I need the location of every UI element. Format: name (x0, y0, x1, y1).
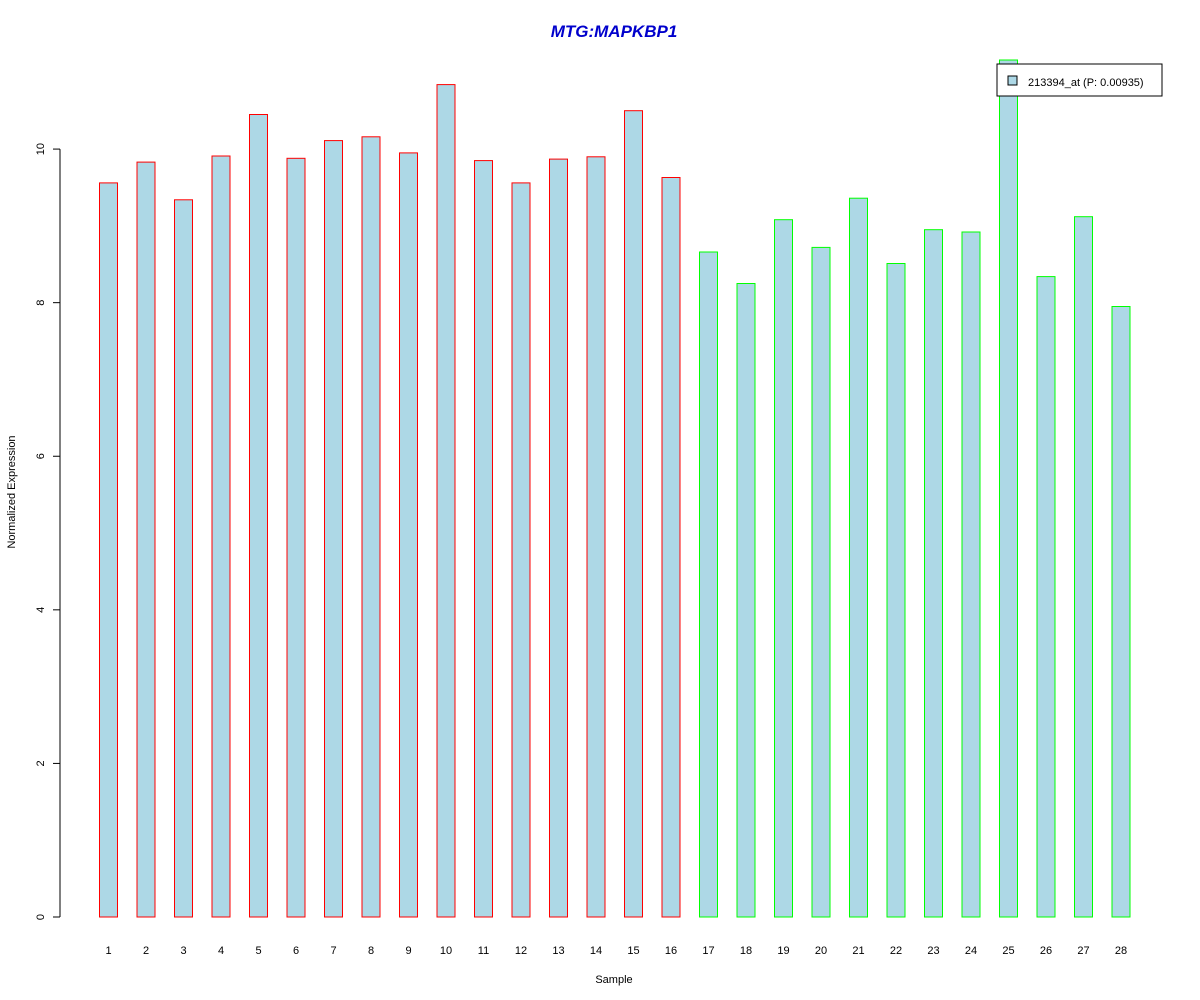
x-tick-label: 6 (293, 945, 299, 957)
y-axis-label: Normalized Expression (6, 435, 18, 548)
bar (999, 59, 1018, 918)
x-tick-label: 25 (1002, 945, 1014, 957)
x-tick-label: 4 (218, 945, 224, 957)
y-tick-label: 0 (35, 914, 47, 920)
x-tick-label: 22 (890, 945, 902, 957)
bar (361, 136, 381, 918)
x-tick-label: 21 (852, 945, 864, 957)
x-tick-label: 17 (702, 945, 714, 957)
bar (99, 182, 118, 918)
y-tick-label: 2 (35, 760, 47, 766)
bar (624, 110, 643, 918)
bar (1074, 216, 1093, 918)
y-axis: 0 2 4 6 8 10 (35, 143, 61, 920)
bar (474, 160, 493, 918)
y-tick-label: 8 (35, 300, 47, 306)
x-tick-label: 12 (515, 945, 527, 957)
x-tick-label: 19 (777, 945, 789, 957)
bars (99, 59, 1131, 918)
x-tick-label: 16 (665, 945, 677, 957)
x-tick-label: 27 (1077, 945, 1089, 957)
bar (324, 140, 343, 918)
bar (399, 152, 418, 918)
x-tick-label: 26 (1040, 945, 1052, 957)
bar (211, 155, 231, 918)
y-tick-label: 6 (35, 453, 47, 459)
x-tick-labels: 1 2 3 4 5 6 7 8 9 10 11 12 13 14 15 16 17 18 19 20 21 22 23 24 2… (105, 945, 1127, 957)
x-tick-label: 5 (255, 945, 261, 957)
bar (511, 182, 531, 918)
legend-box (996, 63, 1163, 97)
bar (436, 84, 456, 918)
bar (136, 161, 156, 918)
x-tick-label: 10 (440, 945, 452, 957)
bar (736, 283, 756, 918)
x-tick-label: 28 (1115, 945, 1127, 957)
bar (961, 231, 981, 918)
bar (924, 229, 943, 918)
bar (811, 246, 831, 918)
x-axis-label: Sample (595, 974, 632, 986)
bar (174, 199, 193, 918)
y-tick-label: 10 (35, 143, 47, 155)
bar (286, 157, 306, 918)
x-tick-label: 9 (405, 945, 411, 957)
bar (849, 197, 868, 918)
y-tick-label: 4 (35, 607, 47, 613)
x-tick-label: 24 (965, 945, 977, 957)
bar (886, 263, 906, 918)
x-tick-label: 3 (180, 945, 186, 957)
x-tick-label: 13 (552, 945, 564, 957)
x-tick-label: 8 (368, 945, 374, 957)
x-tick-label: 23 (927, 945, 939, 957)
x-tick-label: 1 (105, 945, 111, 957)
bar (1036, 276, 1056, 918)
legend: 213394_at (P: 0.00935) (996, 63, 1163, 97)
bar (249, 114, 268, 918)
x-tick-label: 20 (815, 945, 827, 957)
chart-title: MTG:MAPKBP1 (551, 22, 678, 41)
x-tick-label: 11 (478, 945, 489, 957)
x-tick-label: 18 (740, 945, 752, 957)
legend-label: 213394_at (P: 0.00935) (1028, 77, 1144, 89)
x-tick-label: 15 (627, 945, 639, 957)
legend-swatch (1007, 75, 1018, 86)
bar (549, 158, 568, 918)
bar (699, 251, 718, 918)
x-tick-label: 7 (330, 945, 336, 957)
bar (586, 156, 606, 918)
bar (661, 177, 681, 918)
bar (774, 219, 793, 918)
bar (1111, 306, 1131, 918)
x-tick-label: 14 (590, 945, 602, 957)
x-tick-label: 2 (143, 945, 149, 957)
